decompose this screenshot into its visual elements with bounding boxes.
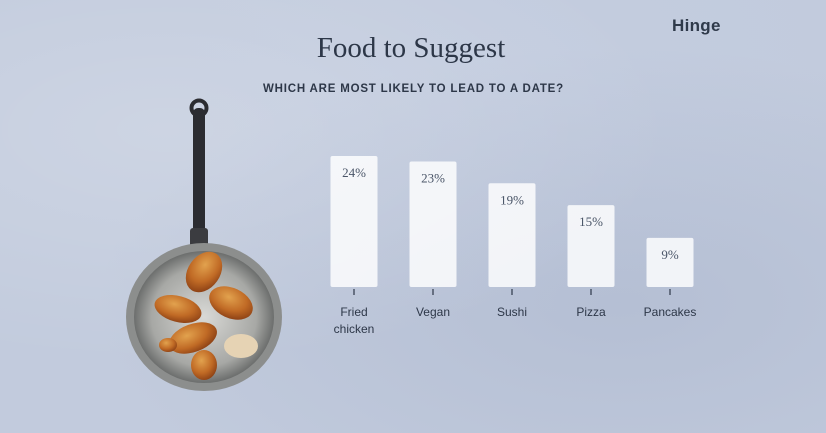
value-label-4: 9% [661,247,679,262]
bar-3 [567,205,615,287]
category-label-2: Sushi [497,305,527,319]
bar-1 [409,161,457,287]
category-label-0: Fried chicken [334,305,375,336]
bar-4 [646,237,694,287]
category-label-3: Pizza [576,305,606,319]
fried-chicken-pieces [154,251,258,380]
hinge-logo: Hinge [672,16,721,35]
bar-0 [330,156,378,287]
value-label-0: 24% [342,165,366,180]
value-label-2: 19% [500,192,524,207]
value-label-3: 15% [579,214,603,229]
chart-subtitle: WHICH ARE MOST LIKELY TO LEAD TO A DATE? [263,83,564,95]
chart-title: Food to Suggest [0,32,826,65]
category-label-4: Pancakes [644,305,697,319]
chart-title-text: Food to Suggest [316,32,506,64]
bar-2 [488,183,536,287]
value-label-1: 23% [421,170,445,185]
category-label-1: Vegan [416,305,450,319]
